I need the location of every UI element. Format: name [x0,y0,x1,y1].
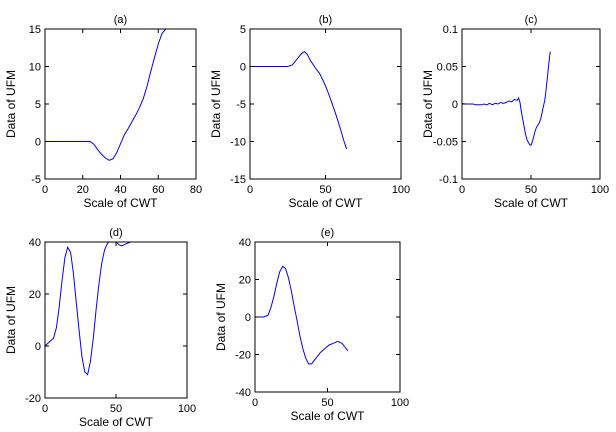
series-line [462,51,551,147]
y-tick-label: 0 [35,137,41,149]
x-axis-label: Scale of CWT [83,196,158,210]
x-tick-label: 100 [591,184,609,196]
x-tick-label: 0 [42,403,48,415]
y-tick-label: 0.05 [437,62,458,74]
subplot-title: (b) [319,14,332,26]
axes-frame [44,28,197,180]
y-tick-label: 10 [29,62,41,74]
x-axis-label: Scale of CWT [79,415,154,429]
x-axis-label: Scale of CWT [290,409,365,423]
y-tick-label: -40 [235,387,251,399]
axes-frame [254,241,401,393]
y-tick-label: 0 [452,99,458,111]
y-tick-label: 5 [35,99,41,111]
y-tick-label: 20 [29,289,41,301]
x-tick-label: 0 [247,184,253,196]
y-tick-label: 0.1 [443,24,458,36]
x-axis-label: Scale of CWT [494,196,569,210]
x-tick-label: 100 [391,397,409,409]
y-tick-label: -15 [230,174,246,186]
y-tick-label: -5 [236,99,246,111]
x-tick-label: 50 [525,184,537,196]
x-tick-label: 60 [152,184,164,196]
x-tick-label: 20 [77,184,89,196]
y-tick-label: -20 [235,350,251,362]
y-tick-label: 0 [35,341,41,353]
y-tick-label: -10 [230,137,246,149]
y-tick-label: 15 [29,24,41,36]
y-axis-label: Data of UFM [214,283,228,351]
subplot-4: 0 50 100 -40 -20 0 20 40 (e) Scale of CWT Data of … [214,227,409,423]
y-tick-label: -20 [25,393,41,405]
series-line [255,265,349,365]
series-line [45,242,132,376]
x-tick-label: 50 [319,184,331,196]
y-tick-label: 0 [245,312,251,324]
x-tick-label: 0 [252,397,258,409]
y-axis-label: Data of UFM [4,70,18,138]
y-axis-label: Data of UFM [421,70,435,138]
subplot-title: (a) [114,14,127,26]
y-axis-label: Data of UFM [4,286,18,354]
y-tick-label: -0.1 [439,174,458,186]
y-tick-label: 20 [239,275,251,287]
subplot-2: 0 50 100 -0.1 -0.05 0 0.05 0.1 (c) Scale of CWT Da… [421,14,609,210]
y-tick-label: 0 [240,62,246,74]
x-tick-label: 100 [392,184,410,196]
x-tick-label: 80 [190,184,202,196]
x-tick-label: 50 [110,403,122,415]
y-tick-label: 5 [240,24,246,36]
y-tick-label: 40 [239,237,251,249]
x-tick-label: 0 [42,184,48,196]
series-line [250,50,348,150]
subplot-title: (e) [321,227,334,239]
y-tick-label: -5 [31,174,41,186]
x-tick-label: 0 [459,184,465,196]
x-tick-label: 100 [178,403,196,415]
series-line [45,29,167,161]
subplot-title: (d) [109,227,122,239]
subplot-title: (c) [525,14,538,26]
y-axis-label: Data of UFM [209,70,223,138]
x-tick-label: 40 [114,184,126,196]
axes-frame [44,241,188,399]
x-axis-label: Scale of CWT [288,196,363,210]
x-tick-label: 50 [321,397,333,409]
subplot-1: 0 50 100 -15 -10 -5 0 5 (b) Scale of CWT Data of U… [209,14,410,210]
axes-frame [249,28,402,180]
y-tick-label: -0.05 [433,137,458,149]
y-tick-label: 40 [29,237,41,249]
